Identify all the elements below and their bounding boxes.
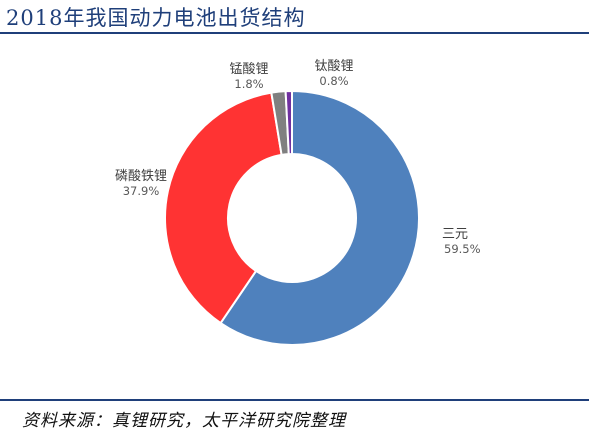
source-note: 资料来源：真锂研究，太平洋研究院整理	[22, 411, 346, 431]
slice-label-name-4: 钛酸锂	[314, 59, 353, 74]
slice-label-name-2: 磷酸铁锂	[115, 169, 167, 184]
slice-label-value-3: 1.8%	[234, 77, 263, 91]
slice-label-value-1: 59.5%	[444, 242, 481, 256]
slice-label-value-2: 37.9%	[123, 184, 160, 198]
slice-label-name-1: 三元	[442, 227, 468, 242]
slice-1	[219, 89, 420, 346]
title-divider	[0, 32, 589, 34]
slice-2	[164, 91, 283, 325]
slice-4	[284, 89, 293, 156]
slice-label-name-3: 锰酸锂	[229, 62, 268, 77]
page-title: 2018年我国动力电池出货结构	[6, 6, 306, 30]
slice-label-value-4: 0.8%	[319, 74, 348, 88]
donut-slices	[164, 89, 420, 346]
footer-divider	[0, 399, 589, 401]
